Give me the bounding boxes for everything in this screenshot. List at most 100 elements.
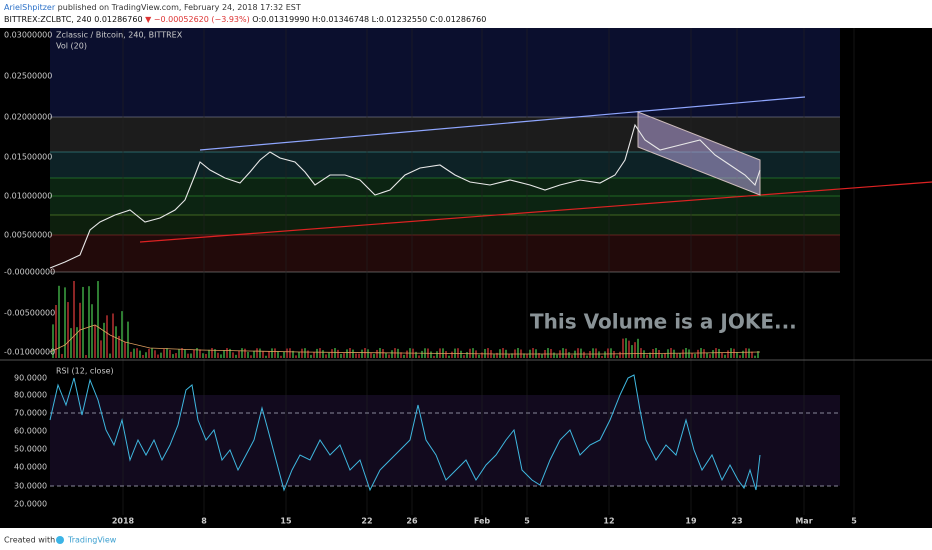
volume-bar [94, 325, 96, 358]
volume-bar [115, 326, 117, 358]
volume-bar [268, 351, 270, 358]
volume-bar [691, 353, 693, 358]
volume-bar [106, 315, 108, 358]
volume-bar [397, 348, 399, 358]
volume-bar [337, 349, 339, 358]
volume-bar [523, 353, 525, 358]
volume-bar [73, 281, 75, 358]
volume-bar [649, 352, 651, 358]
volume-bar [532, 348, 534, 358]
volume-bar [451, 351, 453, 358]
volume-bar [496, 352, 498, 358]
volume-bar [616, 355, 618, 358]
volume-bar [562, 348, 564, 358]
volume-bar [718, 348, 720, 358]
volume-bar [697, 349, 699, 358]
volume-bar [322, 350, 324, 358]
volume-bar [310, 354, 312, 358]
y-axis-label: 0.02000000 [4, 113, 52, 122]
y-axis-label: -0.00500000 [4, 309, 55, 318]
channel [637, 111, 761, 196]
volume-bar [247, 351, 249, 358]
volume-bar [160, 352, 162, 358]
volume-bar [739, 355, 741, 358]
volume-bar [352, 349, 354, 358]
volume-bar [340, 353, 342, 358]
volume-bar [118, 335, 120, 358]
volume-bar [367, 349, 369, 358]
volume-bar [607, 348, 609, 358]
rsi-axis-label: 60.0000 [14, 427, 47, 436]
volume-bar [751, 351, 753, 358]
volume-bar [733, 348, 735, 358]
volume-bar [637, 338, 639, 358]
volume-bar [550, 349, 552, 358]
volume-bar [730, 348, 732, 358]
volume-bar [385, 352, 387, 358]
volume-bar [742, 350, 744, 358]
volume-bar [142, 354, 144, 358]
volume-bar [163, 349, 165, 358]
volume-bar [655, 348, 657, 358]
volume-bar [727, 350, 729, 358]
rsi-axis-label: 50.0000 [14, 445, 47, 454]
volume-bar [553, 352, 555, 358]
volume-bar [205, 353, 207, 358]
volume-bar [130, 351, 132, 358]
volume-bar [673, 349, 675, 358]
volume-bar [232, 352, 234, 358]
trend-line [199, 96, 806, 151]
volume-bar [589, 351, 591, 358]
volume-bar [508, 353, 510, 358]
volume-bar [127, 321, 129, 358]
volume-bar [271, 348, 273, 358]
volume-bar [85, 355, 87, 358]
volume-bar [64, 287, 66, 358]
volume-bar [169, 349, 171, 358]
y-axis-label: 0.01000000 [4, 192, 52, 201]
volume-bar [418, 355, 420, 358]
volume-bar [586, 355, 588, 358]
volume-bar [58, 285, 60, 358]
volume-bar [376, 349, 378, 358]
price-line [49, 123, 761, 269]
volume-bar [391, 350, 393, 358]
volume-bar [187, 353, 189, 358]
x-axis-label: 23 [731, 517, 742, 526]
zone [50, 235, 840, 272]
x-axis-label: 12 [603, 517, 614, 526]
volume-bar [415, 351, 417, 358]
volume-bar [724, 354, 726, 358]
volume-bar [214, 349, 216, 358]
volume-bar [541, 354, 543, 358]
volume-bar [619, 351, 621, 358]
volume-bar [301, 348, 303, 358]
rsi-line [49, 374, 761, 492]
volume-bar [328, 352, 330, 358]
volume-bar [361, 349, 363, 358]
volume-ma [49, 324, 761, 355]
volume-bar [400, 352, 402, 358]
volume-bar [289, 348, 291, 358]
volume-bar [679, 353, 681, 358]
volume-bar [253, 350, 255, 358]
volume-bar [475, 350, 477, 358]
footer-brand[interactable]: TradingView [67, 536, 117, 545]
volume-bar [283, 351, 285, 358]
y-axis-label: 0.03000000 [4, 31, 52, 40]
volume-bar [307, 350, 309, 358]
volume-bar [613, 351, 615, 358]
volume-bar [349, 348, 351, 358]
x-axis-label: 8 [201, 517, 207, 526]
volume-bar [487, 348, 489, 358]
volume-bar [100, 340, 102, 358]
zone [50, 215, 840, 235]
volume-bar [583, 351, 585, 358]
x-axis-label: 5 [851, 517, 857, 526]
volume-bar [103, 322, 105, 358]
volume-bar [166, 348, 168, 358]
volume-bar [181, 348, 183, 358]
volume-bar [298, 351, 300, 358]
volume-bar [460, 350, 462, 358]
volume-bar [148, 348, 150, 358]
